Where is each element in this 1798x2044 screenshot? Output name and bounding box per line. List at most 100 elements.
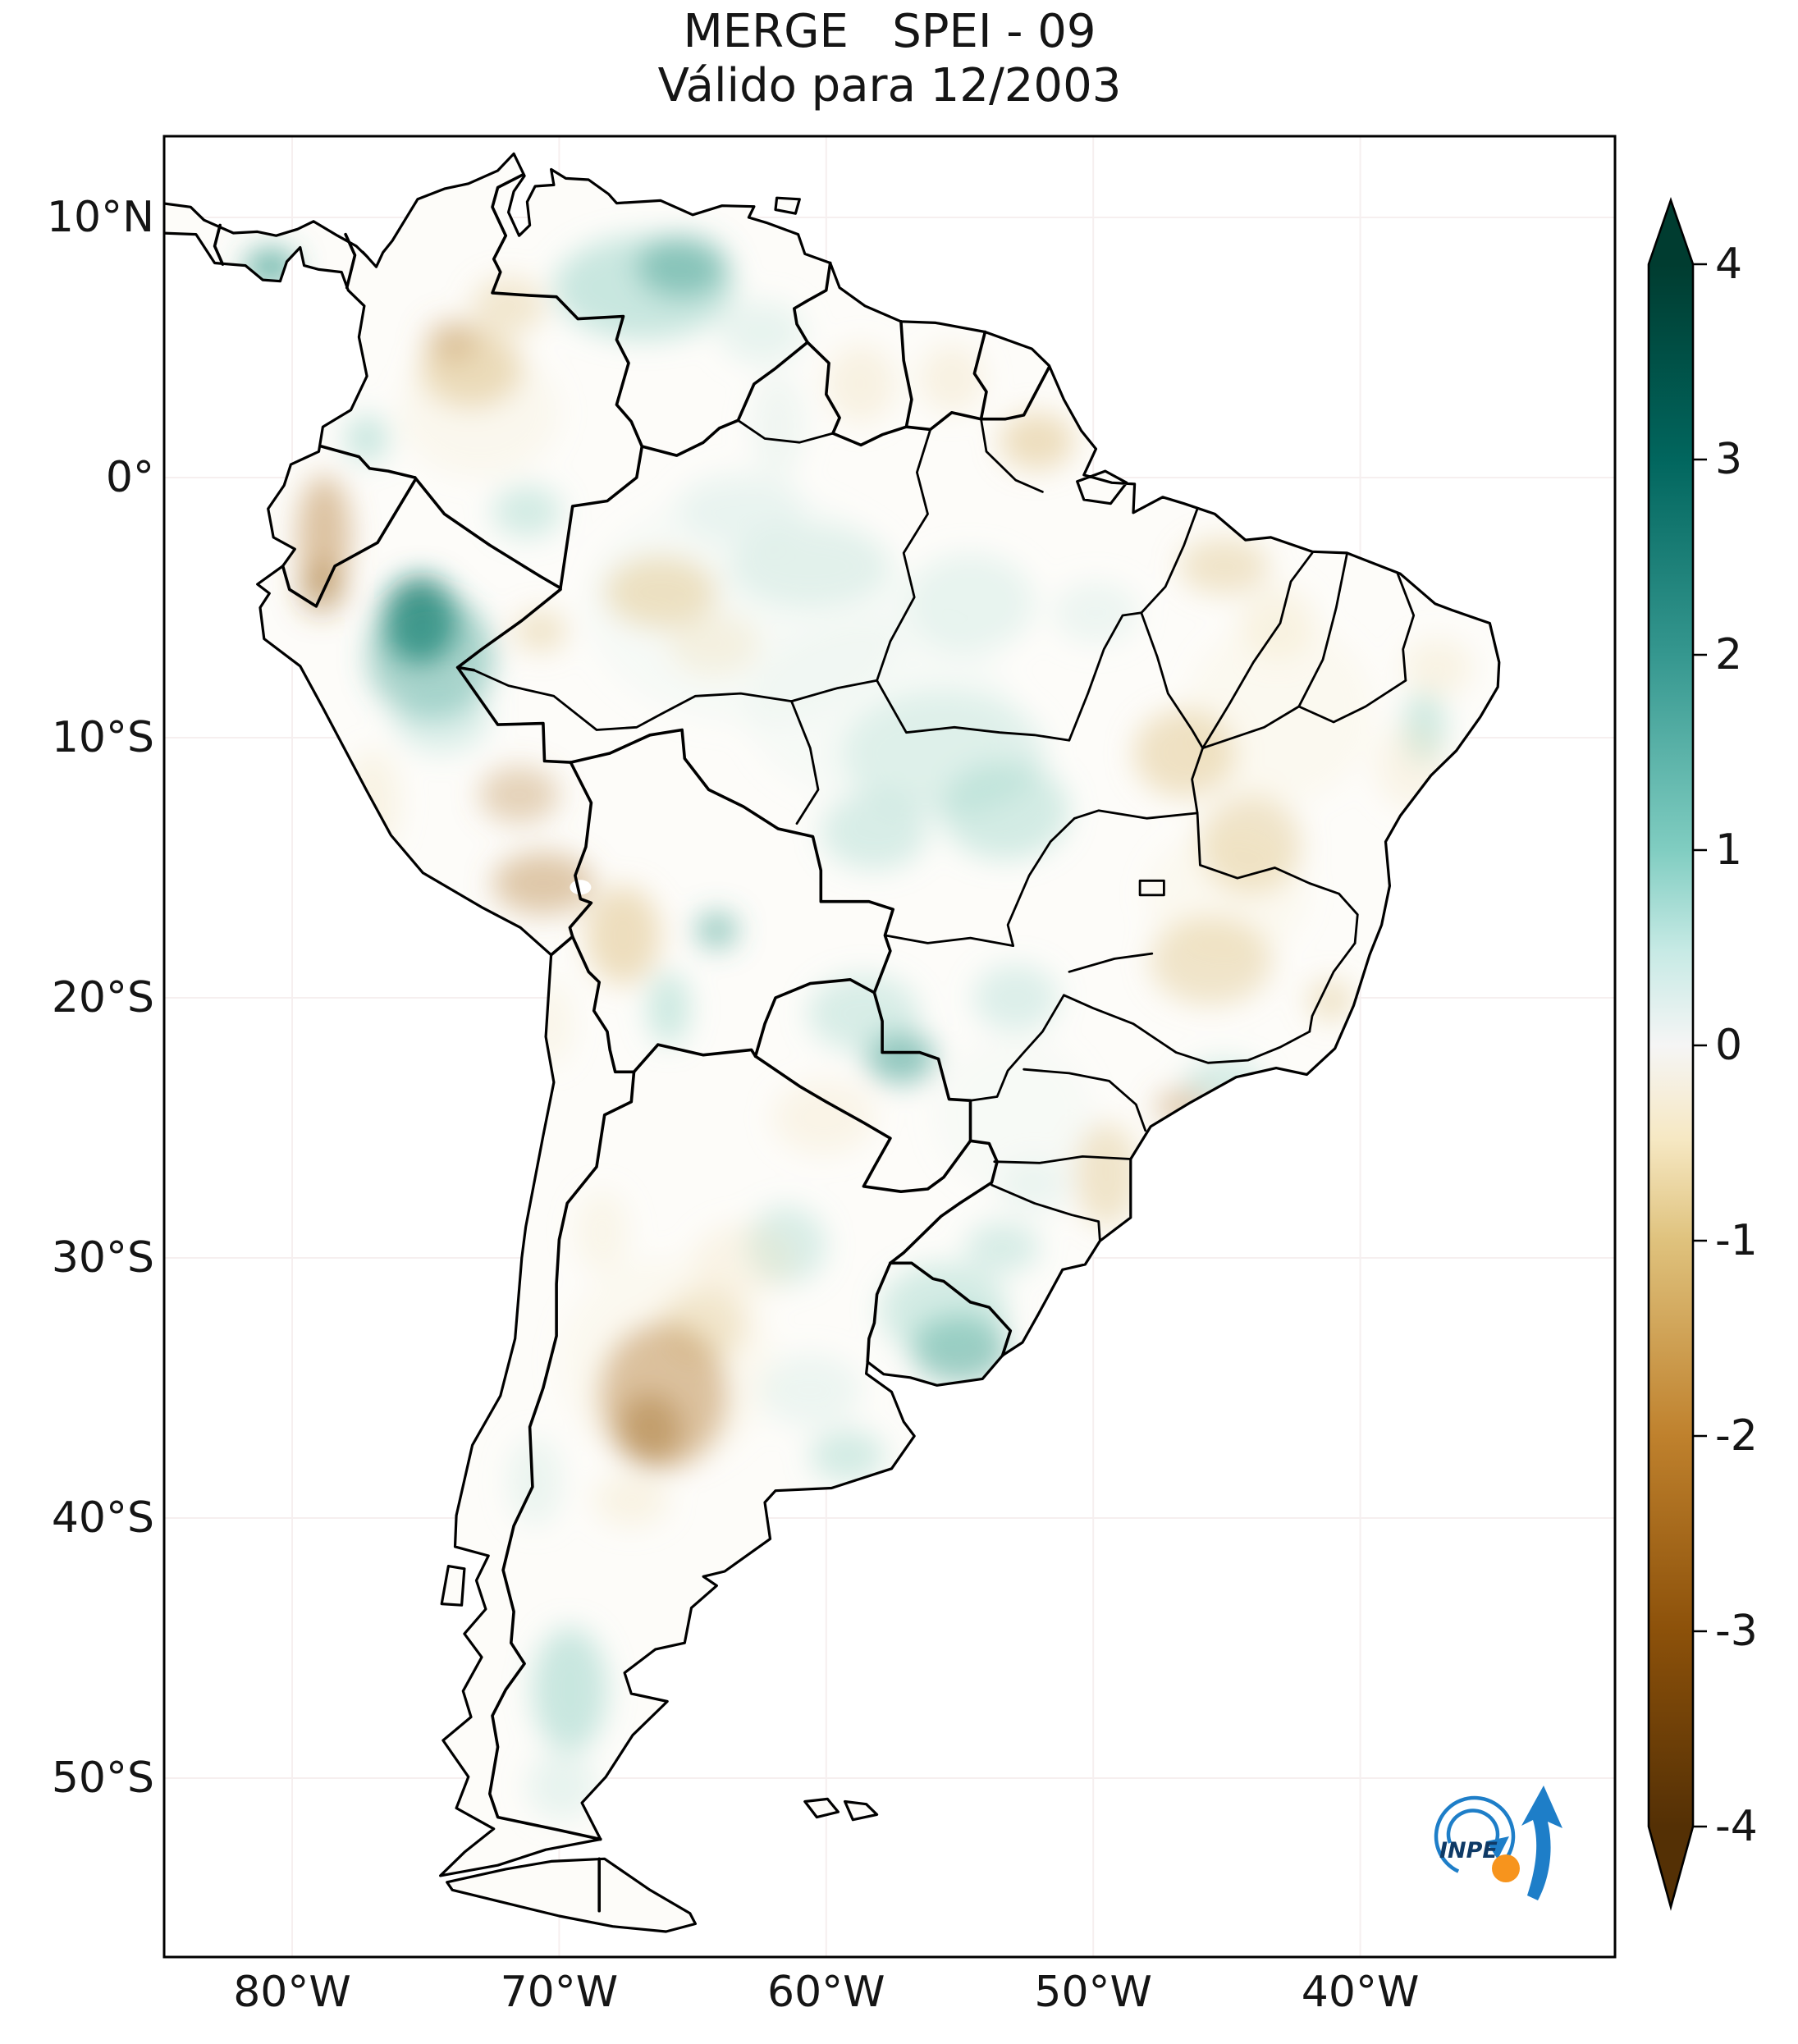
spei-blob	[1200, 794, 1302, 894]
map-frame	[162, 135, 1617, 1959]
state-border-line	[980, 418, 1044, 493]
colorbar-tick-label: 2	[1715, 630, 1743, 679]
state-border-line	[1006, 816, 1076, 947]
coastline	[164, 152, 1501, 1933]
spei-blob	[393, 680, 490, 753]
lat-tick-label: 40°S	[51, 1493, 154, 1543]
country-border-line	[753, 1054, 972, 1193]
spei-blob	[297, 563, 346, 615]
spei-blob	[425, 318, 479, 361]
spei-blob	[719, 300, 805, 364]
spei-blob	[492, 852, 594, 915]
spei-blob	[532, 1627, 608, 1753]
country-border-line	[455, 588, 562, 672]
spei-blob	[529, 982, 573, 1066]
state-border-line	[969, 994, 1065, 1102]
spei-blob	[965, 1221, 1041, 1274]
inpe-logo-swoosh-arrow-icon	[1521, 1786, 1562, 1900]
lat-tick-label: 10°S	[51, 713, 154, 762]
lon-tick-label: 70°W	[500, 1968, 619, 2017]
state-border-line	[1201, 551, 1314, 750]
spei-blob	[940, 761, 1069, 860]
colorbar-tick-label: -4	[1715, 1802, 1758, 1851]
country-border-line	[899, 320, 913, 428]
spei-blob	[604, 556, 717, 629]
spei-blob	[695, 912, 739, 949]
colorbar-tick-label: -3	[1715, 1607, 1758, 1656]
chart-subtitle: Válido para 12/2003	[657, 59, 1122, 112]
spei-blob	[1149, 917, 1273, 1006]
spei-blob	[636, 235, 728, 299]
spei-blob	[1376, 725, 1446, 808]
spei-blob	[810, 1429, 885, 1482]
state-border-line	[790, 700, 820, 825]
spei-blob	[618, 1392, 682, 1466]
country-border-line	[570, 935, 636, 1074]
inpe-logo-inner-swirl-icon	[1446, 1809, 1500, 1848]
inpe-logo-arrowhead-icon	[1486, 1836, 1509, 1859]
country-border-line	[872, 990, 972, 1143]
spei-blob	[972, 963, 1059, 1032]
spei-blob	[647, 972, 690, 1045]
spei-blob	[807, 974, 920, 1053]
country-border-line	[866, 1261, 892, 1364]
spei-blob	[676, 472, 805, 546]
state-border-line	[737, 418, 835, 444]
chart-title: MERGE SPEI - 09	[683, 5, 1096, 58]
spei-blob	[345, 415, 389, 462]
spei-anomaly-field	[244, 235, 1473, 1820]
lake-titicaca	[570, 880, 592, 895]
colorbar-tick-label: 0	[1715, 1021, 1743, 1070]
spei-blob	[933, 1036, 1094, 1193]
spei-blob	[1053, 581, 1139, 644]
spei-blob	[826, 345, 896, 423]
spei-blob	[906, 553, 1035, 652]
state-border-line	[1138, 879, 1165, 897]
state-border-line	[1191, 747, 1204, 815]
spei-blob	[730, 524, 890, 608]
state-border-line	[1063, 994, 1311, 1064]
spei-blob	[1133, 709, 1235, 798]
coastline-path	[164, 152, 1501, 1933]
state-border-line	[993, 1155, 1132, 1164]
state-border-line	[884, 934, 1014, 947]
state-border-line	[1073, 809, 1199, 820]
state-border-line	[876, 679, 1071, 742]
state-border-line	[1068, 611, 1143, 742]
spei-blob	[693, 1223, 794, 1297]
colorbar-tick-label: -2	[1715, 1411, 1758, 1461]
country-border-line	[889, 1261, 1013, 1357]
country-border-line	[549, 935, 574, 957]
country-border-line	[972, 330, 988, 421]
lakes	[570, 880, 592, 895]
state-border-line	[876, 428, 932, 682]
country-border-line	[213, 223, 225, 266]
country-border-line	[806, 341, 1051, 447]
colorbar-tick-label: 4	[1715, 240, 1743, 289]
colorbar-tick-label: -1	[1715, 1216, 1758, 1265]
colorbar-bar	[1647, 197, 1695, 1911]
spei-blob	[508, 1437, 562, 1526]
spei-blob	[759, 1354, 862, 1428]
spei-blob	[751, 373, 805, 478]
lat-tick-label: 30°S	[51, 1233, 154, 1283]
state-border-line	[1308, 942, 1357, 1033]
country-border-line	[413, 476, 562, 590]
lat-tick-label: 0°	[105, 453, 154, 502]
lat-tick-label: 10°N	[46, 193, 154, 242]
spei-blob	[879, 1263, 1009, 1357]
inpe-logo-text: INPE	[1439, 1838, 1498, 1863]
lat-tick-label: 50°S	[51, 1754, 154, 1803]
spei-blob	[593, 1474, 669, 1526]
state-border-line	[1201, 553, 1348, 750]
country-border-line	[889, 1139, 999, 1265]
lon-tick-label: 60°W	[767, 1968, 885, 2017]
country-border-line	[491, 172, 644, 448]
country-border-line	[568, 761, 593, 939]
country-border-line	[320, 445, 417, 479]
country-border-line	[455, 665, 573, 764]
country-border-line	[488, 1070, 636, 1841]
state-border-line	[1068, 952, 1154, 973]
spei-blob	[478, 766, 560, 824]
